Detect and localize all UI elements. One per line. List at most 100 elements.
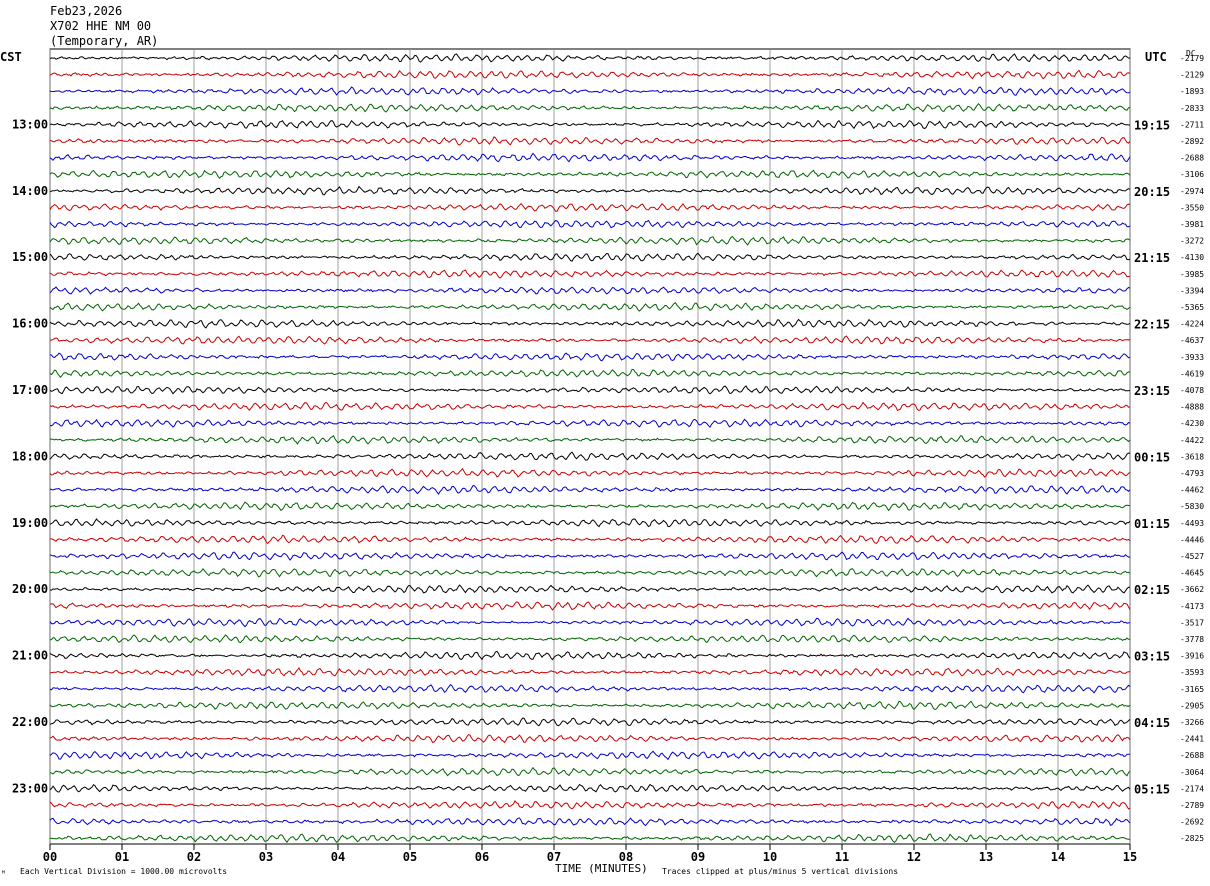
trace-line [49,136,1131,146]
trace-dc-offset: -4793 [1180,469,1204,478]
left-hour-label: 14:00 [12,184,48,198]
trace-line [49,451,1131,461]
trace-line [49,501,1131,512]
x-tick-label: 12 [907,850,921,864]
trace-line [49,534,1131,545]
trace-dc-offset: -3985 [1180,270,1204,279]
trace-line [49,352,1131,362]
trace-dc-offset: -3272 [1180,237,1204,246]
trace-line [49,750,1130,761]
trace-dc-offset: -2789 [1180,801,1204,810]
trace-line [49,69,1131,80]
trace-line [49,235,1131,246]
header-location: (Temporary, AR) [50,34,159,48]
trace-dc-offset: -2179 [1180,54,1204,63]
dc-column-label: DC [1186,49,1196,58]
trace-dc-offset: -4446 [1180,535,1204,544]
corner-mark: ᴹ [1,869,6,878]
trace-line [49,833,1131,844]
x-tick-label: 10 [763,850,777,864]
trace-line [49,717,1131,727]
trace-line [49,634,1130,644]
x-tick-label: 08 [619,850,633,864]
trace-line [49,435,1131,445]
left-hour-label: 15:00 [12,250,48,264]
x-tick-label: 15 [1123,850,1137,864]
x-tick-label: 00 [43,850,57,864]
trace-dc-offset: -2688 [1180,154,1204,163]
trace-dc-offset: -3064 [1180,768,1204,777]
trace-line [49,485,1131,495]
header-station: X702 HHE NM 00 [50,19,152,33]
right-hour-label: 01:15 [1134,517,1170,531]
trace-line [49,666,1131,677]
trace-dc-offset: -3981 [1180,220,1204,229]
trace-line [49,567,1131,578]
trace-line [49,817,1131,827]
trace-line [49,335,1131,345]
header-date: Feb23,2026 [50,4,123,18]
trace-dc-offset: -3933 [1180,353,1204,362]
trace-line [49,766,1131,777]
right-hour-label: 20:15 [1134,185,1170,199]
left-hour-label: 19:00 [12,516,48,530]
right-hour-label: 05:15 [1134,782,1170,796]
trace-line [49,385,1131,395]
x-tick-label: 04 [331,850,345,864]
trace-dc-offset: -4230 [1180,419,1204,428]
trace-line [49,650,1131,661]
trace-line [49,102,1131,113]
trace-dc-offset: -4422 [1180,436,1204,445]
clip-note: Traces clipped at plus/minus 5 vertical … [662,867,899,876]
left-hour-label: 20:00 [12,582,48,596]
trace-line [49,202,1131,212]
trace-dc-offset: -3266 [1180,718,1204,727]
right-hour-label: 04:15 [1134,716,1170,730]
right-hour-label: 02:15 [1134,583,1170,597]
x-tick-label: 01 [115,850,129,864]
trace-line [49,286,1131,295]
x-tick-label: 06 [475,850,489,864]
trace-line [49,369,1131,378]
left-hour-label: 23:00 [12,781,48,795]
trace-dc-offset: -2688 [1180,751,1204,760]
scale-note: Each Vertical Division = 1000.00 microvo… [20,867,228,876]
trace-line [49,584,1131,594]
trace-dc-offset: -4130 [1180,253,1204,262]
x-tick-label: 14 [1051,850,1065,864]
trace-line [49,518,1131,528]
trace-line [49,467,1131,478]
x-tick-label: 05 [403,850,417,864]
trace-dc-offset: -2892 [1180,137,1204,146]
left-hour-label: 22:00 [12,715,48,729]
right-hour-label: 23:15 [1134,384,1170,398]
trace-line [49,53,1131,63]
trace-line [49,219,1131,229]
trace-dc-offset: -2692 [1180,818,1204,827]
trace-line [49,185,1131,196]
trace-line [49,86,1131,96]
trace-dc-offset: -3394 [1180,286,1204,295]
trace-dc-offset: -3106 [1180,170,1204,179]
trace-dc-offset: -2905 [1180,701,1204,710]
x-tick-label: 07 [547,850,561,864]
trace-dc-offset: -4462 [1180,486,1204,495]
trace-dc-offset: -4888 [1180,403,1204,412]
trace-line [49,169,1131,179]
trace-dc-offset: -4493 [1180,519,1204,528]
x-axis-title: TIME (MINUTES) [555,862,648,875]
trace-dc-offset: -3778 [1180,635,1204,644]
trace-line [49,119,1131,130]
right-hour-label: 19:15 [1134,118,1170,132]
trace-dc-offset: -5365 [1180,303,1204,312]
trace-dc-offset: -4224 [1180,320,1204,329]
trace-line [49,401,1131,412]
trace-dc-offset: -3916 [1180,652,1204,661]
trace-dc-offset: -4078 [1180,386,1204,395]
left-hour-label: 13:00 [12,117,48,131]
trace-dc-offset: -3165 [1180,685,1204,694]
trace-dc-offset: -4619 [1180,369,1204,378]
plot-frame [49,48,1131,845]
trace-dc-offset: -2825 [1180,834,1204,843]
